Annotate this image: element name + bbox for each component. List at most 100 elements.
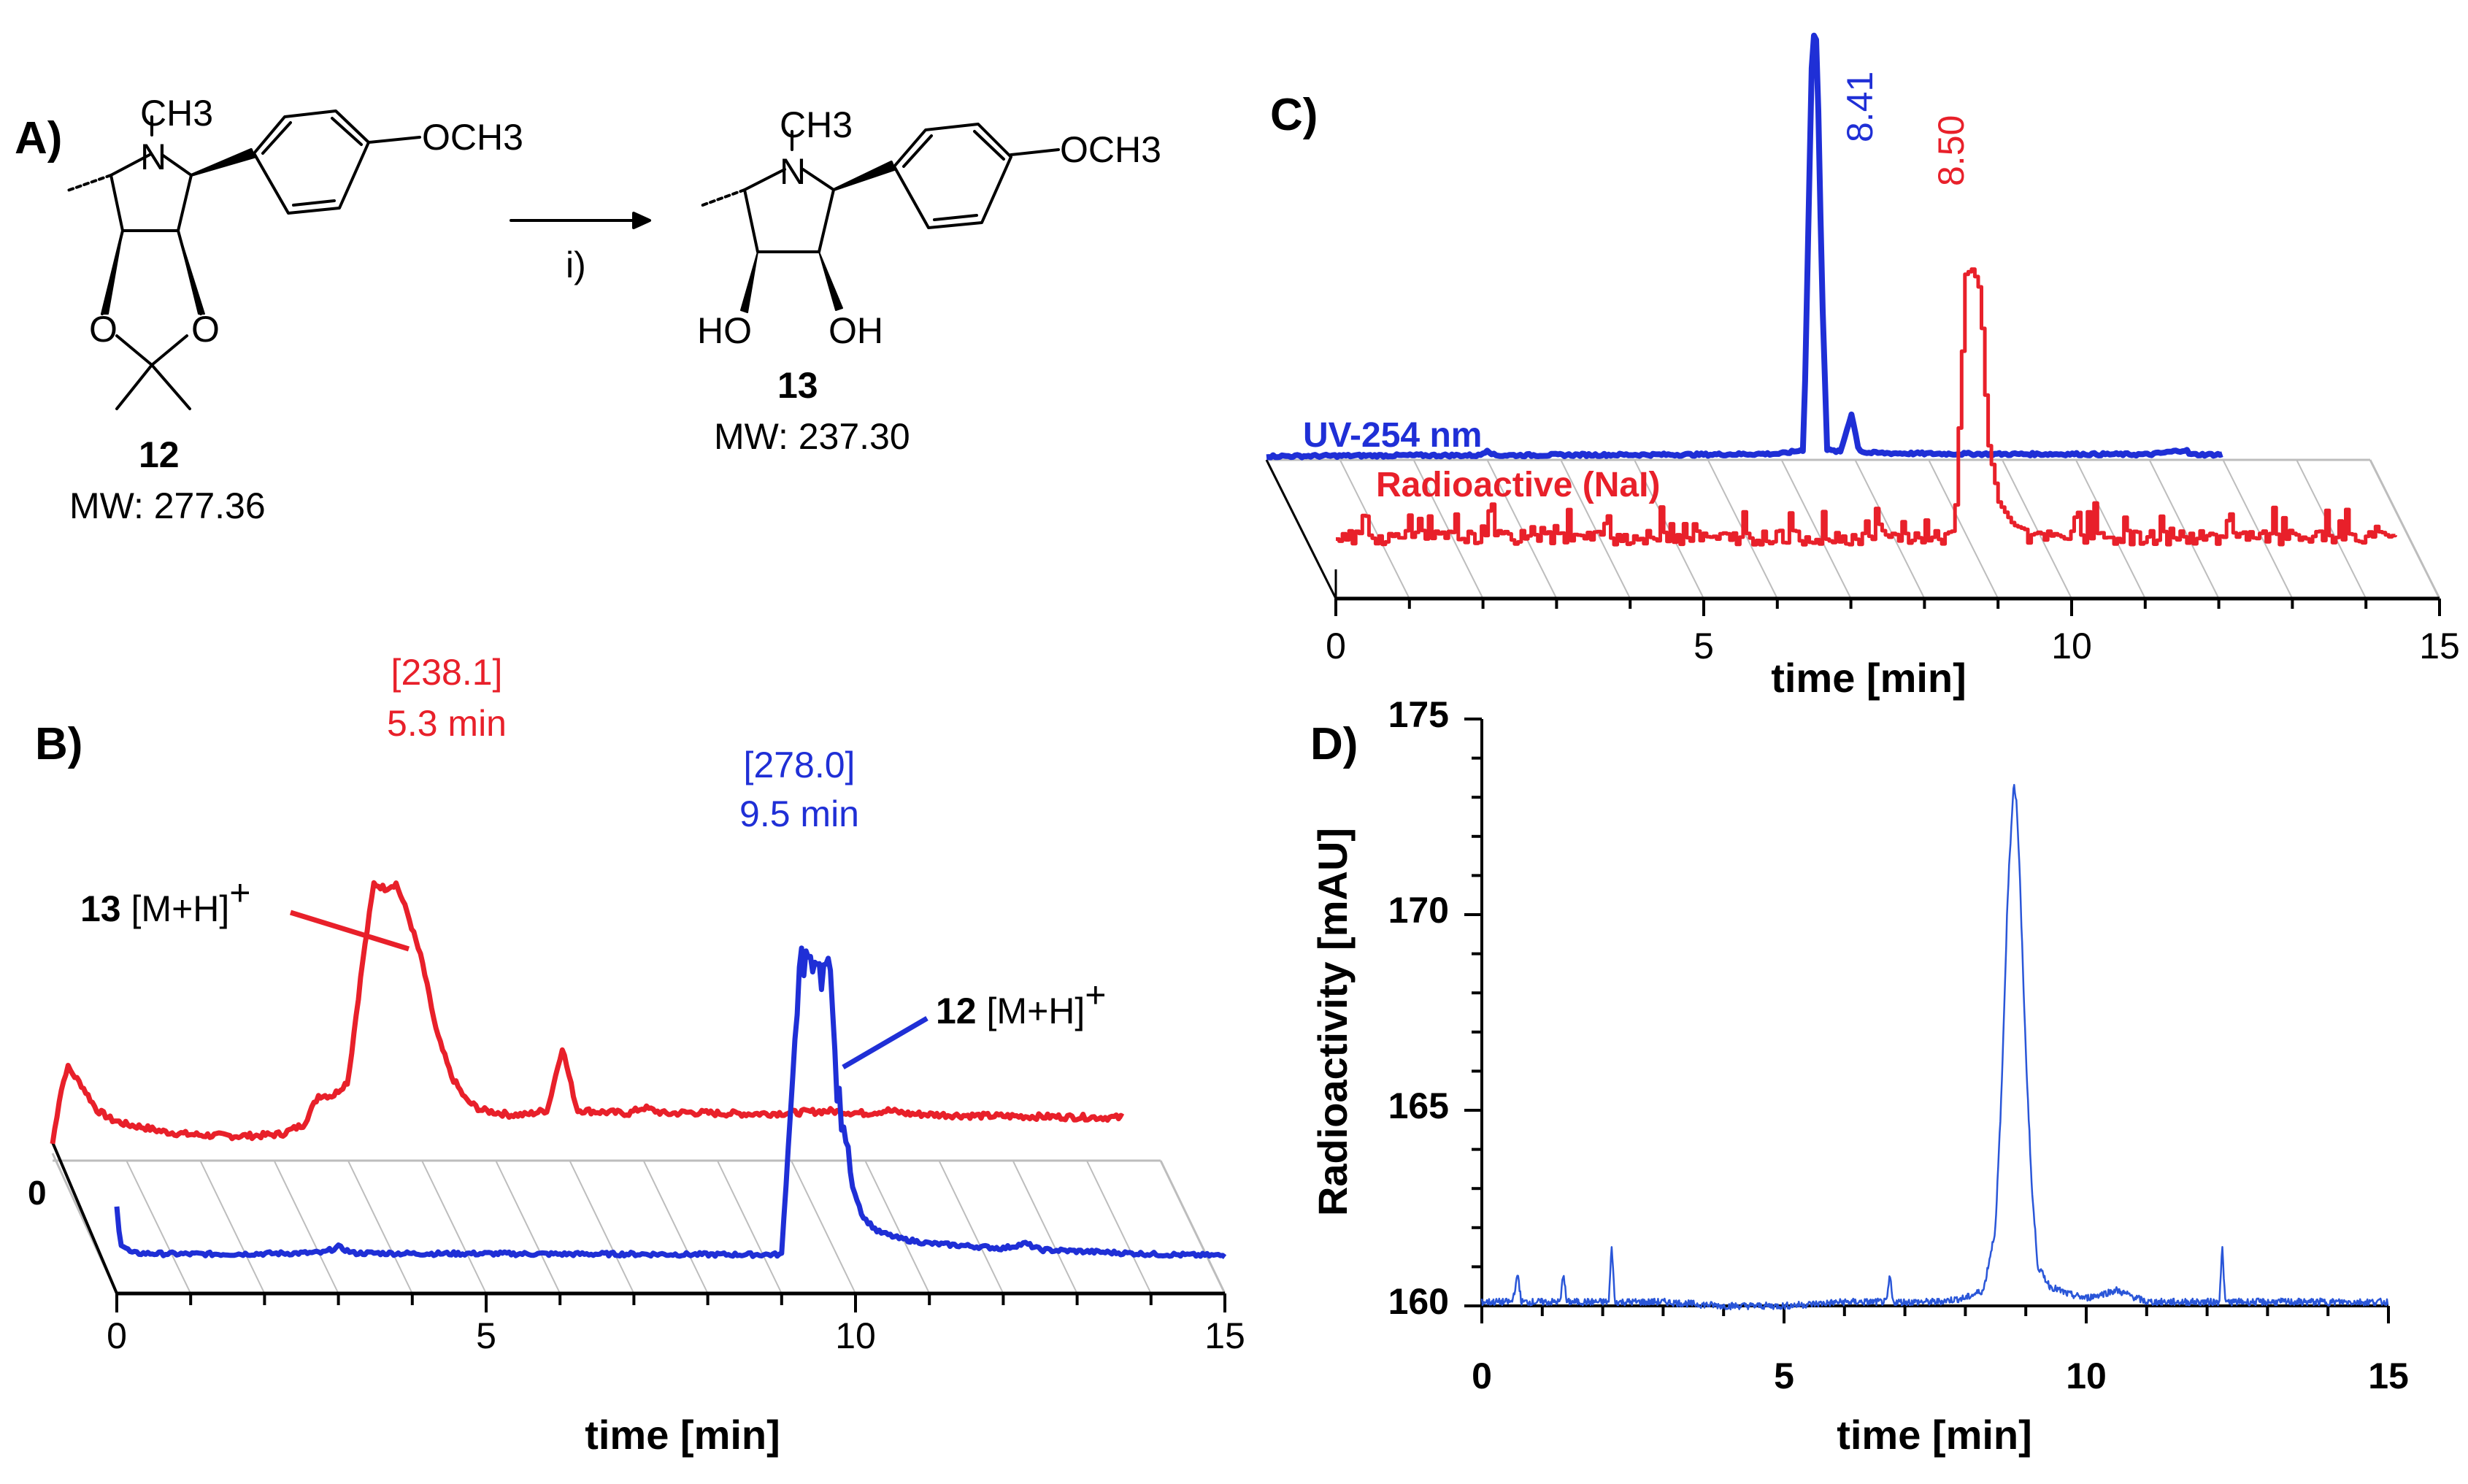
radio-series-label: Radioactive (NaI): [1376, 466, 1660, 504]
panel-c-x-axis-title: time [min]: [1771, 655, 1967, 701]
panel-b-x-axis-title: time [min]: [585, 1412, 780, 1458]
d-x-tick-label: 10: [2066, 1356, 2107, 1396]
uv-series-label: UV-254 nm: [1303, 416, 1482, 455]
b-x-tick-label: 10: [835, 1315, 876, 1356]
b-floor-grid-line: [642, 1160, 709, 1294]
product-n-methyl: CH3: [780, 104, 853, 145]
product-13-structure: [699, 123, 1060, 313]
panel-a-label: A): [15, 113, 62, 164]
d-y-tick-label: 175: [1388, 694, 1449, 735]
b-floor-grid-line: [273, 1160, 339, 1294]
product-molecular-weight: MW: 237.30: [714, 416, 910, 457]
c-floor-grid-line: [2002, 459, 2072, 599]
b-floor-grid-line: [864, 1160, 931, 1294]
uv-peak-label: 8.41: [1840, 72, 1880, 142]
panel-c-label: C): [1270, 90, 1318, 140]
d-y-tick-label: 160: [1388, 1281, 1449, 1322]
c-floor-right-edge: [2369, 459, 2441, 599]
series-12-label: 12 [M+H]+: [936, 974, 1106, 1031]
reactant-oxygen-1: O: [89, 309, 118, 350]
c-floor-grid-line: [2148, 459, 2220, 599]
panel-a-labels: A) N CH3 OCH3 O O 12 MW: 277.36 i) N CH3…: [15, 93, 1161, 526]
peak-13-mz-label: [238.1]: [391, 652, 503, 693]
panel-d-trace: [1480, 783, 2389, 1311]
b-x-tick-label: 5: [476, 1315, 496, 1356]
reactant-n-methyl: CH3: [140, 93, 213, 134]
d-x-tick-label: 5: [1774, 1356, 1794, 1396]
product-hydroxyl-1: HO: [697, 310, 752, 351]
reactant-n-atom: N: [140, 137, 166, 177]
c-radio-trace: [1336, 267, 2397, 547]
c-floor-grid-line: [1339, 459, 1410, 599]
product-n-atom: N: [780, 151, 806, 192]
c-floor-grid-line: [2075, 459, 2146, 599]
b-floor-grid-line: [791, 1160, 856, 1294]
panel-a-scheme: [64, 109, 1060, 410]
d-y-tick-label: 165: [1388, 1085, 1449, 1126]
b-series-12-trace: [114, 945, 1227, 1259]
c-depth-axis-line: [1265, 459, 1337, 599]
panel-d-x-axis-title: time [min]: [1837, 1412, 2032, 1458]
panel-b-chart: B) 0 0 5 10 15 time [min] [238.1] 5.3 mi…: [28, 652, 1245, 1458]
b-floor-grid-line: [199, 1160, 266, 1294]
reaction-arrowhead: [632, 212, 651, 229]
b-depth-axis-line: [51, 1142, 118, 1294]
reactant-oxygen-2: O: [191, 309, 220, 350]
c-floor-grid-line: [1560, 459, 1631, 599]
b-floor-grid-line: [421, 1160, 487, 1294]
panel-b-axes: [51, 1142, 1226, 1312]
panel-c-chart: C) 0 5 10 15 time [min] UV-254 nm Radioa…: [1265, 32, 2460, 701]
panel-d-label: D): [1310, 719, 1358, 769]
d-radioactivity-trace: [1480, 783, 2389, 1311]
c-floor-grid-line: [1928, 459, 1999, 599]
series-13-leader-line: [289, 910, 410, 952]
panel-d-y-axis-title: Radioactivity [mAU]: [1310, 828, 1356, 1216]
c-floor-grid-line: [1854, 459, 1926, 599]
series-12-leader-line: [842, 1015, 929, 1070]
panel-b-x-tick-labels: 0 5 10 15: [107, 1315, 1245, 1356]
c-x-tick-label: 0: [1326, 626, 1346, 666]
series-13-label: 13 [M+H]+: [80, 872, 250, 929]
panel-b-y-tick-label: 0: [28, 1174, 47, 1212]
d-y-tick-label: 170: [1388, 890, 1449, 931]
reactant-molecular-weight: MW: 277.36: [69, 485, 266, 526]
b-x-tick-label: 15: [1204, 1315, 1245, 1356]
c-floor-grid-line: [2222, 459, 2294, 599]
panel-c-axes: [1265, 459, 2441, 616]
b-floor-grid-line: [716, 1160, 783, 1294]
c-floor-grid-line: [1412, 459, 1484, 599]
product-hydroxyl-2: OH: [829, 310, 883, 351]
panel-c-x-tick-labels: 0 5 10 15: [1326, 626, 2460, 666]
b-x-tick-label: 0: [107, 1315, 127, 1356]
reaction-condition: i): [566, 245, 586, 285]
c-x-tick-label: 5: [1694, 626, 1714, 666]
reactant-compound-number: 12: [139, 434, 180, 475]
b-floor-grid-line: [347, 1160, 413, 1294]
b-floor-right-edge: [1159, 1160, 1226, 1294]
radio-peak-label: 8.50: [1931, 115, 1972, 186]
panel-d-chart: D) 160 165 170 175 0 5 10 15 time [min] …: [1310, 694, 2409, 1458]
peak-13-rt-label: 5.3 min: [387, 703, 507, 744]
b-floor-grid-line: [569, 1160, 635, 1294]
peak-12-mz-label: [278.0]: [744, 745, 856, 785]
b-floor-grid-line: [1085, 1160, 1152, 1294]
b-floor-grid-line: [495, 1160, 561, 1294]
c-floor-grid-line: [1780, 459, 1852, 599]
reactant-12-structure: [64, 109, 421, 410]
panel-b-floor-grid: [51, 1153, 1226, 1294]
panel-d-x-tick-labels: 0 5 10 15: [1472, 1356, 2409, 1396]
d-x-tick-label: 0: [1472, 1356, 1492, 1396]
panel-b-annotations: [238.1] 5.3 min [278.0] 9.5 min 13 [M+H]…: [80, 652, 1106, 1070]
panel-d-y-tick-labels: 160 165 170 175: [1388, 694, 1449, 1322]
b-series-13-trace: [50, 880, 1125, 1145]
panel-d-axes: [1464, 718, 2390, 1323]
b-floor-grid-line: [126, 1160, 192, 1294]
b-floor-grid-line: [938, 1160, 1004, 1294]
reactant-methoxy: OCH3: [422, 117, 523, 158]
c-uv-trace: [1266, 32, 2223, 461]
peak-12-rt-label: 9.5 min: [739, 793, 859, 834]
d-x-tick-label: 15: [2368, 1356, 2409, 1396]
b-floor-grid-line: [1012, 1160, 1078, 1294]
panel-b-traces: [50, 880, 1227, 1259]
